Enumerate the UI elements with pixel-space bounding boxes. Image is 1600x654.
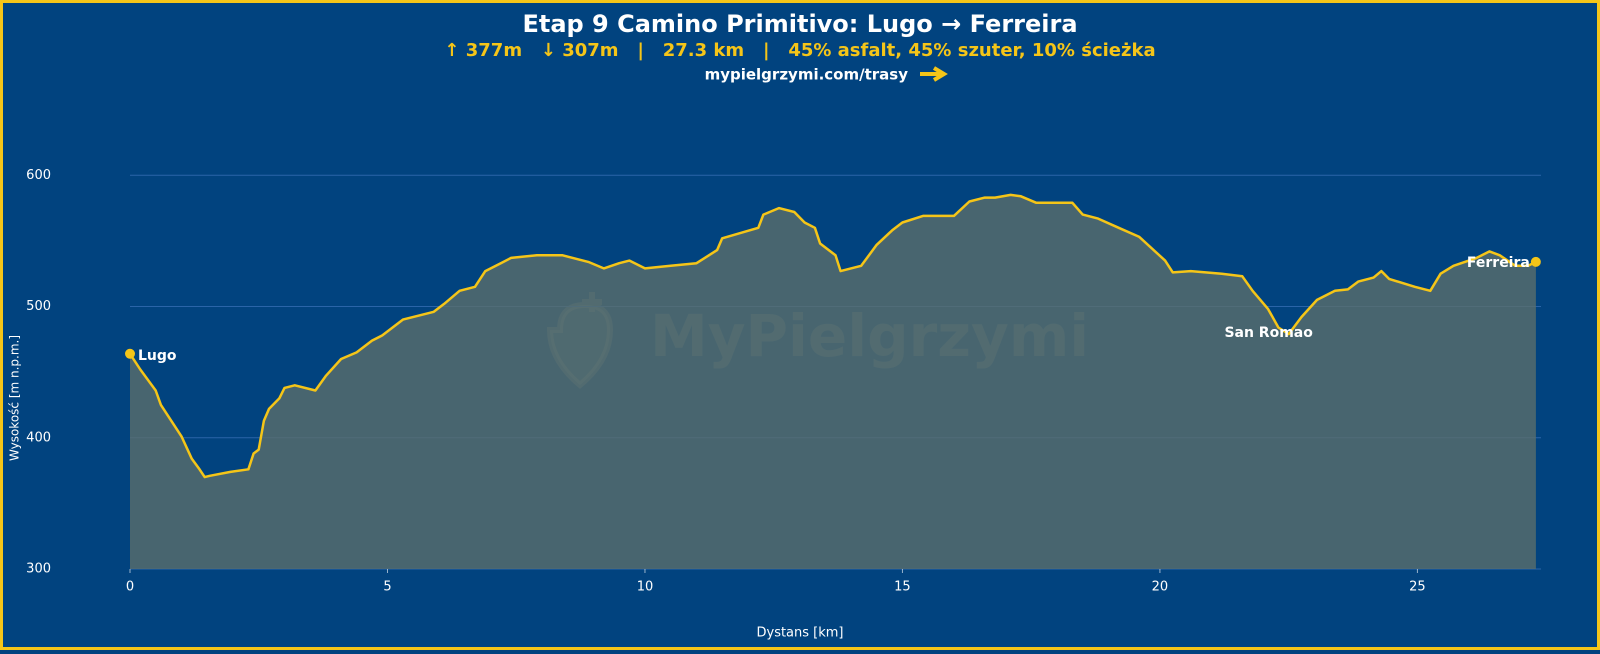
x-tick-label: 10: [637, 580, 654, 595]
area: [130, 194, 1536, 569]
x-axis-label: Dystans [km]: [756, 626, 843, 641]
link-arrow: [920, 66, 948, 82]
waypoint-marker: [1530, 256, 1541, 267]
x-tick-label: 25: [1409, 580, 1426, 595]
x-tick-label: 15: [894, 580, 911, 595]
elevation-line: [128, 193, 1537, 479]
y-axis-label: Wysokość [m n.p.m.]: [8, 335, 22, 461]
y-tick-label: 300: [26, 562, 51, 577]
chart-subtitle: ↑ 377m ↓ 307m | 27.3 km | 45% asfalt, 45…: [444, 40, 1155, 61]
link[interactable]: mypielgrzymi.com/trasy: [705, 66, 909, 84]
y-tick-label: 400: [26, 430, 51, 445]
waypoint-label: Ferreira: [1467, 255, 1530, 271]
x-tick-label: 20: [1152, 580, 1169, 595]
x-tick-label: 0: [126, 580, 134, 595]
x-tick-label: 5: [383, 580, 391, 595]
waypoint-label: Lugo: [138, 348, 177, 364]
y-tick-label: 600: [26, 168, 51, 183]
plot-area: MyPielgrzymi3004005006000510152025LugoSa…: [26, 168, 1541, 595]
waypoint-label: San Romao: [1224, 325, 1313, 341]
y-tick-label: 500: [26, 299, 51, 314]
waypoint-marker: [125, 348, 135, 359]
chart-title: Etap 9 Camino Primitivo: Lugo → Ferreira: [522, 10, 1077, 38]
